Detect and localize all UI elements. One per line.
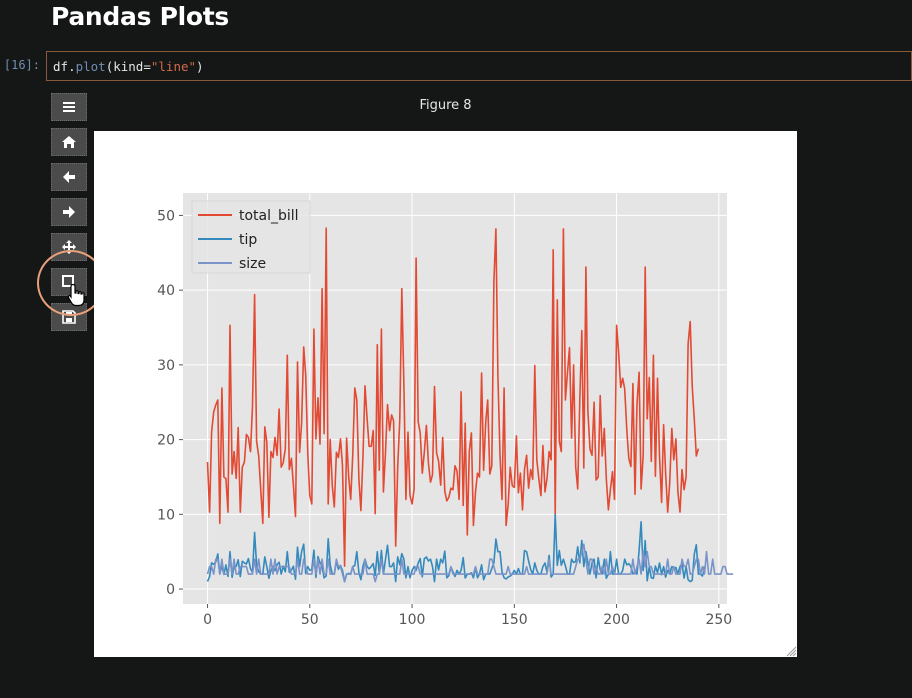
forward-button[interactable] xyxy=(51,198,87,226)
y-tick-label: 20 xyxy=(157,433,175,449)
cell-prompt: [16]: xyxy=(3,58,40,72)
series-line-size xyxy=(206,543,734,583)
menu-icon xyxy=(63,102,75,112)
resize-grip-icon[interactable] xyxy=(785,645,797,657)
home-button[interactable] xyxy=(51,128,87,156)
legend-label-total_bill: total_bill xyxy=(239,208,299,224)
x-tick-label: 250 xyxy=(705,612,732,628)
back-button[interactable] xyxy=(51,163,87,191)
series-line-total_bill xyxy=(206,227,700,567)
menu-button[interactable] xyxy=(51,93,87,121)
code-cell[interactable]: df.plot(kind="line") xyxy=(46,51,912,81)
legend-label-size: size xyxy=(239,256,266,272)
code-object: df xyxy=(53,59,69,74)
code-method: plot xyxy=(75,59,106,74)
figure-title: Figure 8 xyxy=(419,98,472,113)
y-tick-label: 40 xyxy=(157,283,175,299)
y-tick-label: 10 xyxy=(157,507,175,523)
back-arrow-icon xyxy=(63,171,75,183)
legend-label-tip: tip xyxy=(239,232,257,248)
pan-icon xyxy=(62,240,76,254)
forward-arrow-icon xyxy=(63,206,75,218)
code-string: "line" xyxy=(150,59,197,74)
y-tick-label: 50 xyxy=(157,208,175,224)
code-close-paren: ) xyxy=(196,59,204,74)
legend-box xyxy=(191,200,311,274)
x-tick-label: 0 xyxy=(203,612,212,628)
y-tick-label: 30 xyxy=(157,358,175,374)
hand-cursor-icon xyxy=(67,283,85,307)
x-tick-label: 100 xyxy=(399,612,426,628)
x-tick-label: 200 xyxy=(603,612,630,628)
x-tick-label: 50 xyxy=(301,612,319,628)
home-icon xyxy=(62,136,76,148)
notebook-heading: Pandas Plots xyxy=(51,2,229,31)
code-dot: . xyxy=(68,59,76,74)
code-open-paren: ( xyxy=(105,59,114,74)
code-line[interactable]: df.plot(kind="line") xyxy=(53,59,204,74)
code-keyword-arg: kind= xyxy=(113,59,151,74)
y-tick-label: 0 xyxy=(166,582,175,598)
x-tick-label: 150 xyxy=(501,612,528,628)
